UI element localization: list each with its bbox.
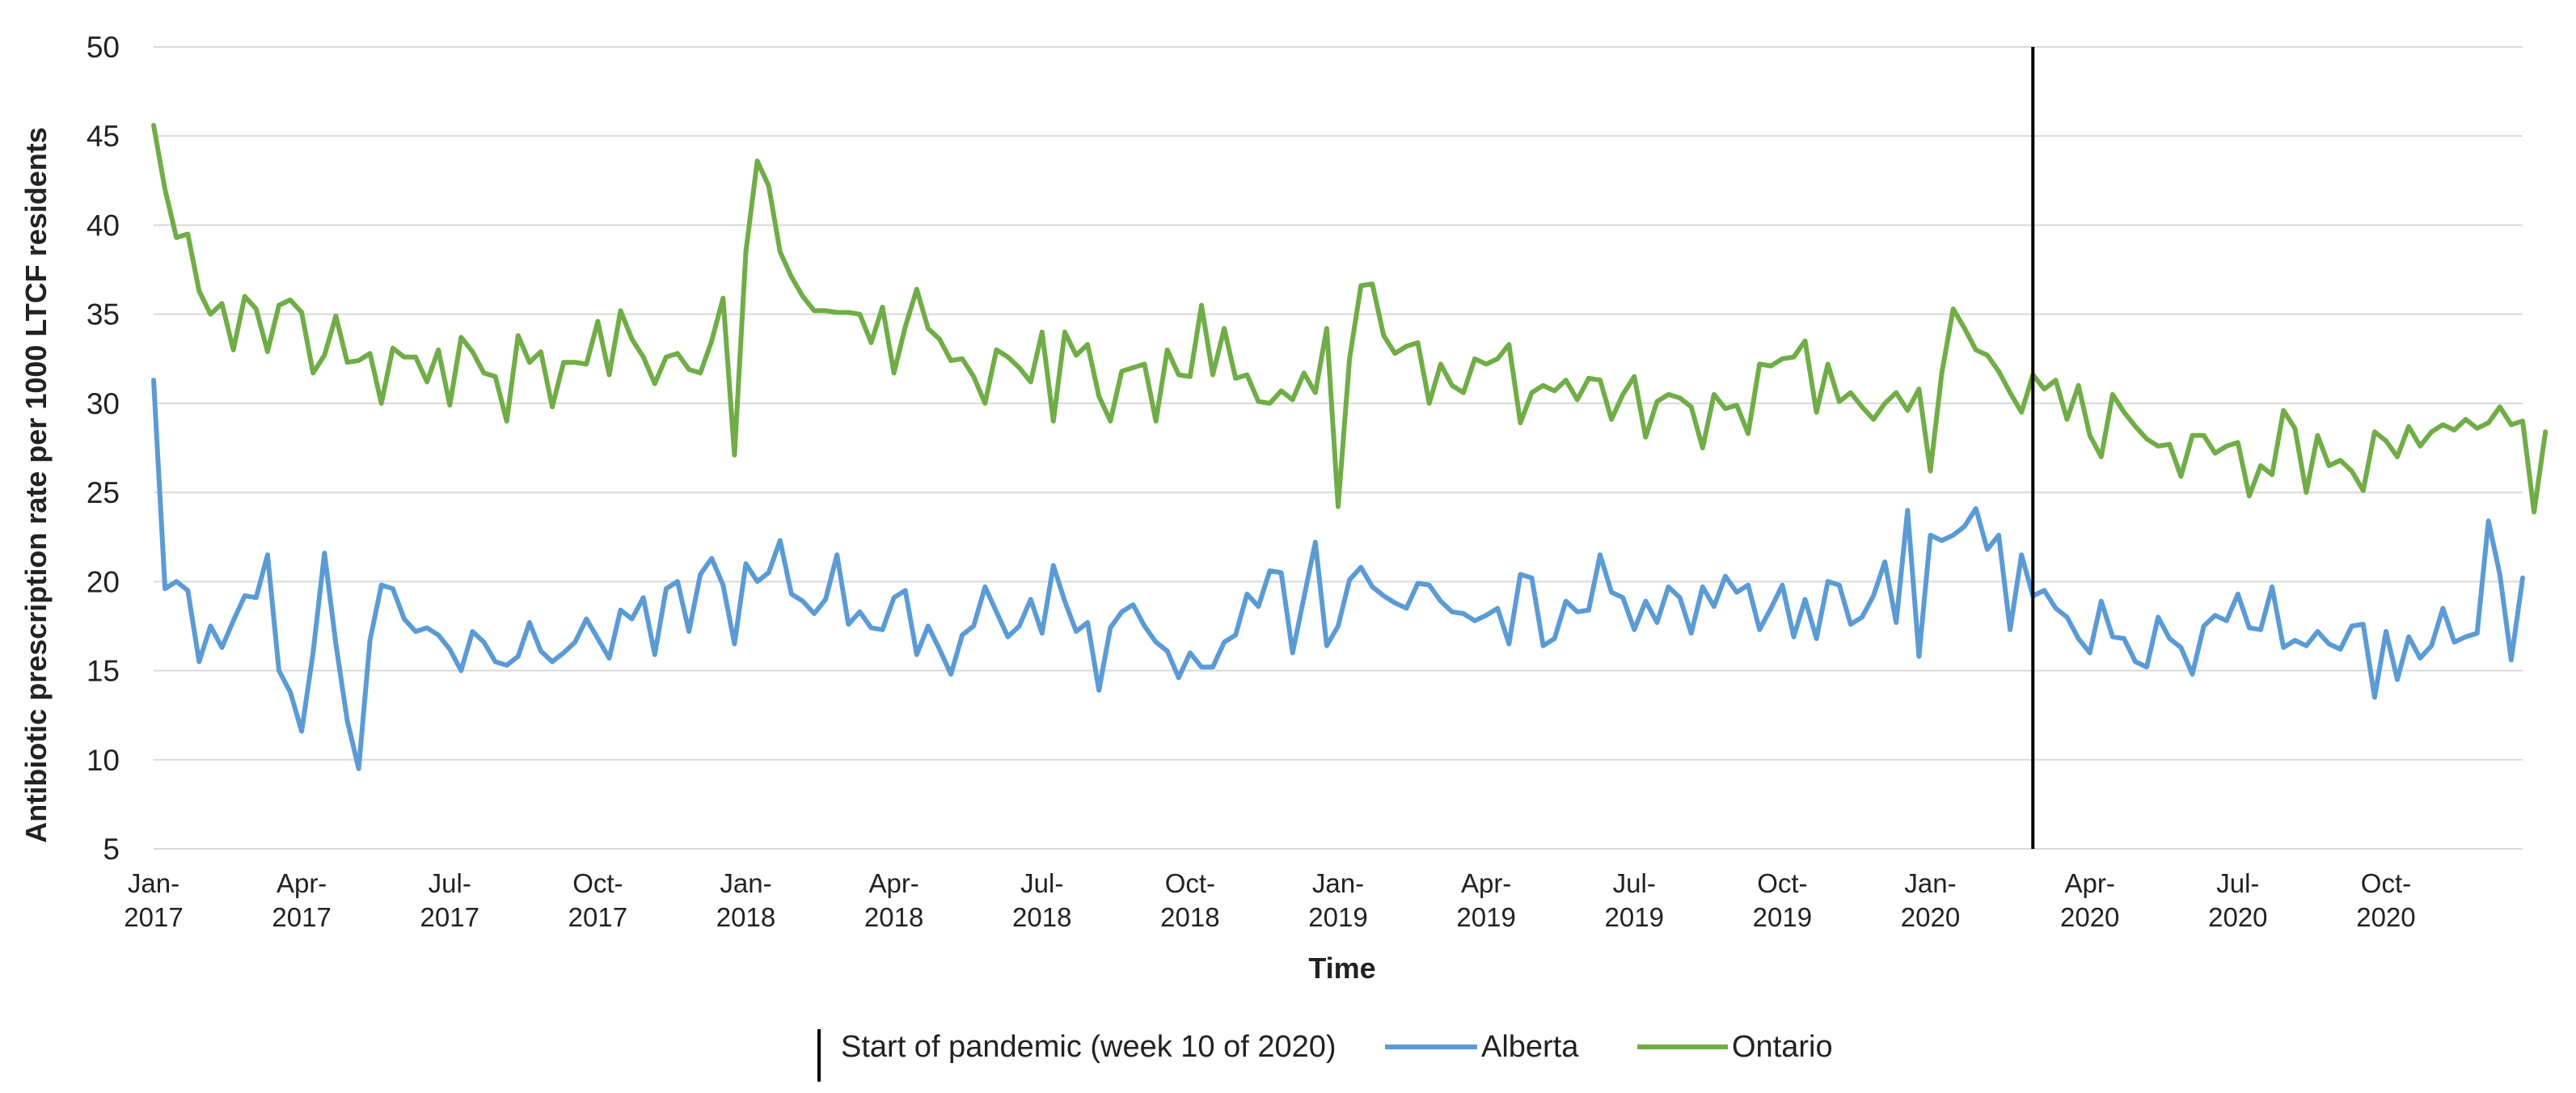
- x-tick-label: Jul-: [2216, 868, 2259, 898]
- x-tick-label: Apr-: [2065, 868, 2115, 898]
- legend-label-pandemic: Start of pandemic (week 10 of 2020): [841, 1030, 1337, 1064]
- x-tick-label: 2018: [716, 902, 775, 932]
- x-tick-label: Oct-: [2361, 868, 2411, 898]
- x-tick-label: 2017: [124, 902, 183, 932]
- x-tick-label: Jul-: [1020, 868, 1063, 898]
- x-tick-label: Apr-: [1461, 868, 1511, 898]
- x-tick-label: 2020: [1901, 902, 1960, 932]
- y-tick-label: 50: [87, 31, 120, 64]
- x-tick-label: 2020: [2060, 902, 2119, 932]
- x-tick-label: 2017: [568, 902, 627, 932]
- series-line-alberta: [151, 378, 2525, 771]
- legend-label-alberta: Alberta: [1481, 1030, 1579, 1064]
- gridlines: [154, 46, 2523, 850]
- x-tick-label: 2019: [1308, 902, 1367, 932]
- x-tick-label: 2019: [1456, 902, 1515, 932]
- x-tick-label: 2020: [2208, 902, 2267, 932]
- x-axis-title: Time: [1308, 952, 1375, 985]
- y-tick-label: 15: [87, 655, 120, 688]
- y-axis: 5 10 15 20 25 30 35 40 45 50: [87, 31, 120, 866]
- x-tick-label: 2019: [1605, 902, 1664, 932]
- y-tick-label: 30: [87, 387, 120, 420]
- y-tick-label: 5: [103, 833, 120, 866]
- x-tick-label: Oct-: [1757, 868, 1807, 898]
- y-tick-label: 40: [87, 209, 120, 242]
- x-tick-label: 2018: [1160, 902, 1219, 932]
- x-tick-label: Jan-: [720, 868, 771, 898]
- legend-label-ontario: Ontario: [1732, 1030, 1833, 1064]
- y-tick-label: 25: [87, 476, 120, 509]
- x-tick-label: Apr-: [277, 868, 327, 898]
- x-tick-label: 2020: [2356, 902, 2415, 932]
- x-tick-label: Jan-: [128, 868, 179, 898]
- legend: Start of pandemic (week 10 of 2020) Albe…: [817, 1029, 1833, 1082]
- x-tick-label: Apr-: [868, 868, 918, 898]
- x-tick-label: 2019: [1753, 902, 1812, 932]
- x-tick-label: Oct-: [1165, 868, 1215, 898]
- x-tick-label: 2017: [272, 902, 331, 932]
- y-tick-label: 10: [87, 744, 120, 777]
- y-axis-title: Antibiotic prescription rate per 1000 LT…: [19, 127, 53, 843]
- y-tick-label: 35: [87, 298, 120, 331]
- x-axis: Jan- 2017 Apr- 2017 Jul- 2017 Oct- 2017 Jan- 2018…: [124, 868, 2415, 932]
- y-tick-label: 45: [87, 120, 120, 153]
- x-tick-label: 2017: [420, 902, 479, 932]
- series-line-ontario: [151, 123, 2549, 515]
- x-tick-label: Jan-: [1312, 868, 1364, 898]
- y-tick-label: 20: [87, 565, 120, 598]
- plot-area: [151, 123, 2549, 771]
- x-tick-label: Jul-: [1613, 868, 1656, 898]
- x-tick-label: Jul-: [429, 868, 471, 898]
- x-tick-label: Oct-: [572, 868, 623, 898]
- x-tick-label: 2018: [1012, 902, 1071, 932]
- x-tick-label: 2018: [864, 902, 923, 932]
- x-tick-label: Jan-: [1904, 868, 1956, 898]
